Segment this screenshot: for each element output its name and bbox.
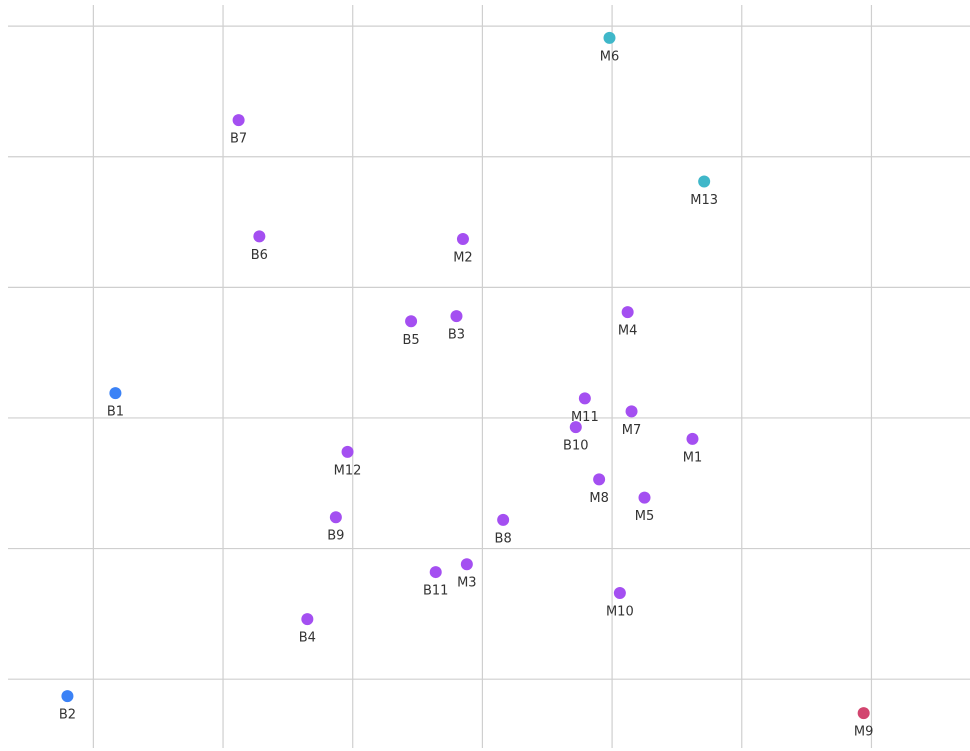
point-label: M6 (600, 49, 620, 64)
point-label: M5 (635, 509, 655, 524)
point-label: M2 (453, 251, 473, 266)
point (621, 306, 634, 319)
point-label: M3 (457, 576, 477, 591)
point-label: M4 (618, 324, 638, 339)
point-label: B2 (59, 708, 76, 723)
point-label: B1 (107, 405, 124, 420)
point (638, 491, 651, 504)
point (497, 513, 510, 526)
point-label: B4 (299, 631, 316, 646)
point (405, 315, 418, 328)
point-label: B10 (563, 439, 588, 454)
point-label: B11 (423, 584, 448, 599)
point-label: B6 (251, 248, 268, 263)
point-label: B8 (495, 531, 512, 546)
point (698, 175, 711, 188)
point-label: M9 (854, 725, 874, 740)
point (341, 445, 354, 458)
point-label: M12 (334, 463, 362, 478)
point (857, 707, 870, 720)
point (569, 421, 582, 434)
point-label: B9 (327, 529, 344, 544)
point (429, 566, 442, 579)
point (686, 432, 699, 445)
point-label: B7 (230, 132, 247, 147)
point-label: M11 (571, 410, 599, 425)
point-label: B3 (448, 328, 465, 343)
point (613, 586, 626, 599)
point (329, 511, 342, 524)
point (578, 392, 591, 405)
point (625, 405, 638, 418)
point-label: M10 (606, 604, 634, 619)
point (460, 558, 473, 571)
point (232, 114, 245, 127)
point (603, 31, 616, 44)
point (301, 613, 314, 626)
point-label: M1 (683, 450, 703, 465)
point (593, 473, 606, 486)
point (109, 387, 122, 400)
point-label: M13 (690, 193, 718, 208)
point-label: B5 (402, 333, 419, 348)
point-label: M7 (622, 423, 642, 438)
point (61, 690, 74, 703)
point (450, 310, 463, 323)
point (456, 233, 469, 246)
point-label: M8 (589, 491, 609, 506)
point (253, 230, 266, 243)
